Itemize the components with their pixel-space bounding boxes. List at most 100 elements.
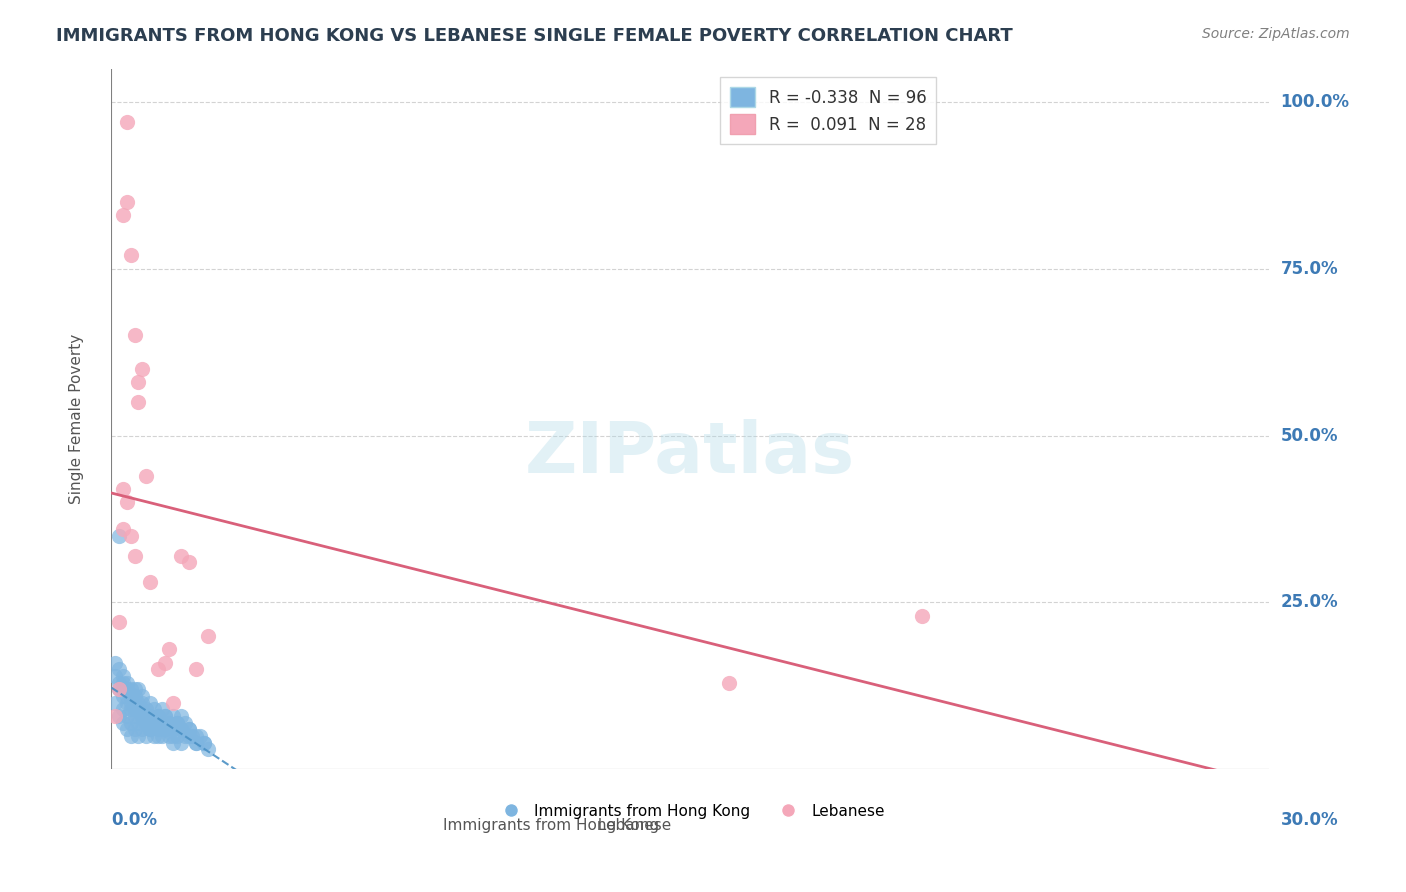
Point bbox=[115, 696, 138, 710]
Point bbox=[127, 395, 149, 409]
Point bbox=[170, 709, 193, 723]
Point bbox=[162, 736, 184, 750]
Point bbox=[120, 715, 142, 730]
Point bbox=[104, 696, 127, 710]
Point bbox=[155, 723, 177, 737]
Point bbox=[115, 709, 138, 723]
Point bbox=[131, 723, 153, 737]
Text: Lebanese: Lebanese bbox=[432, 818, 671, 833]
Point bbox=[115, 675, 138, 690]
Point bbox=[170, 723, 193, 737]
Point bbox=[139, 696, 162, 710]
Point bbox=[146, 729, 169, 743]
Text: ZIPatlas: ZIPatlas bbox=[524, 419, 855, 489]
Point bbox=[186, 736, 208, 750]
Point bbox=[142, 715, 165, 730]
Text: 100.0%: 100.0% bbox=[1281, 93, 1350, 111]
Point bbox=[127, 729, 149, 743]
Point bbox=[108, 682, 131, 697]
Point bbox=[166, 715, 188, 730]
Text: Immigrants from Hong Kong: Immigrants from Hong Kong bbox=[443, 818, 659, 833]
Point bbox=[111, 208, 134, 222]
Point bbox=[177, 729, 200, 743]
Point bbox=[108, 682, 131, 697]
Point bbox=[181, 729, 204, 743]
Point bbox=[124, 709, 146, 723]
Point bbox=[111, 522, 134, 536]
Point bbox=[157, 729, 180, 743]
Point bbox=[111, 689, 134, 703]
Point bbox=[115, 723, 138, 737]
Point bbox=[146, 709, 169, 723]
Text: Source: ZipAtlas.com: Source: ZipAtlas.com bbox=[1202, 27, 1350, 41]
Point bbox=[717, 675, 740, 690]
Point bbox=[135, 468, 157, 483]
Point bbox=[111, 682, 134, 697]
Point bbox=[139, 723, 162, 737]
Point bbox=[108, 529, 131, 543]
Point bbox=[124, 696, 146, 710]
Point bbox=[186, 662, 208, 676]
Point bbox=[186, 729, 208, 743]
Point bbox=[166, 715, 188, 730]
Point bbox=[150, 715, 173, 730]
Point bbox=[155, 723, 177, 737]
Point bbox=[150, 702, 173, 716]
Point bbox=[142, 702, 165, 716]
Point bbox=[139, 709, 162, 723]
Point bbox=[108, 675, 131, 690]
Point bbox=[177, 723, 200, 737]
Point bbox=[124, 689, 146, 703]
Point bbox=[124, 682, 146, 697]
Point bbox=[127, 715, 149, 730]
Point bbox=[120, 529, 142, 543]
Point bbox=[146, 709, 169, 723]
Point bbox=[155, 709, 177, 723]
Point bbox=[127, 375, 149, 389]
Point bbox=[108, 709, 131, 723]
Point bbox=[197, 629, 219, 643]
Point bbox=[135, 729, 157, 743]
Point bbox=[139, 575, 162, 590]
Point bbox=[146, 662, 169, 676]
Point bbox=[111, 715, 134, 730]
Point bbox=[120, 248, 142, 262]
Point bbox=[166, 729, 188, 743]
Point bbox=[120, 689, 142, 703]
Point bbox=[124, 702, 146, 716]
Point bbox=[120, 702, 142, 716]
Point bbox=[155, 709, 177, 723]
Point bbox=[115, 495, 138, 509]
Point bbox=[115, 115, 138, 129]
Point bbox=[131, 709, 153, 723]
Point bbox=[170, 549, 193, 563]
Point bbox=[131, 702, 153, 716]
Point bbox=[120, 682, 142, 697]
Point bbox=[135, 715, 157, 730]
Point bbox=[131, 709, 153, 723]
Point bbox=[127, 682, 149, 697]
Point bbox=[150, 715, 173, 730]
Point bbox=[124, 328, 146, 343]
Point bbox=[186, 736, 208, 750]
Legend: Immigrants from Hong Kong, Lebanese: Immigrants from Hong Kong, Lebanese bbox=[489, 797, 891, 825]
Point bbox=[193, 736, 215, 750]
Point bbox=[115, 689, 138, 703]
Point bbox=[108, 615, 131, 630]
Point bbox=[124, 723, 146, 737]
Point bbox=[124, 549, 146, 563]
Point bbox=[131, 362, 153, 376]
Text: IMMIGRANTS FROM HONG KONG VS LEBANESE SINGLE FEMALE POVERTY CORRELATION CHART: IMMIGRANTS FROM HONG KONG VS LEBANESE SI… bbox=[56, 27, 1012, 45]
Point bbox=[131, 696, 153, 710]
Point bbox=[131, 689, 153, 703]
Point bbox=[173, 715, 195, 730]
Text: Single Female Poverty: Single Female Poverty bbox=[69, 334, 84, 504]
Point bbox=[162, 723, 184, 737]
Point bbox=[157, 715, 180, 730]
Text: 50.0%: 50.0% bbox=[1281, 426, 1339, 444]
Point bbox=[104, 669, 127, 683]
Point bbox=[188, 729, 211, 743]
Point bbox=[170, 736, 193, 750]
Point bbox=[911, 608, 934, 623]
Point bbox=[135, 702, 157, 716]
